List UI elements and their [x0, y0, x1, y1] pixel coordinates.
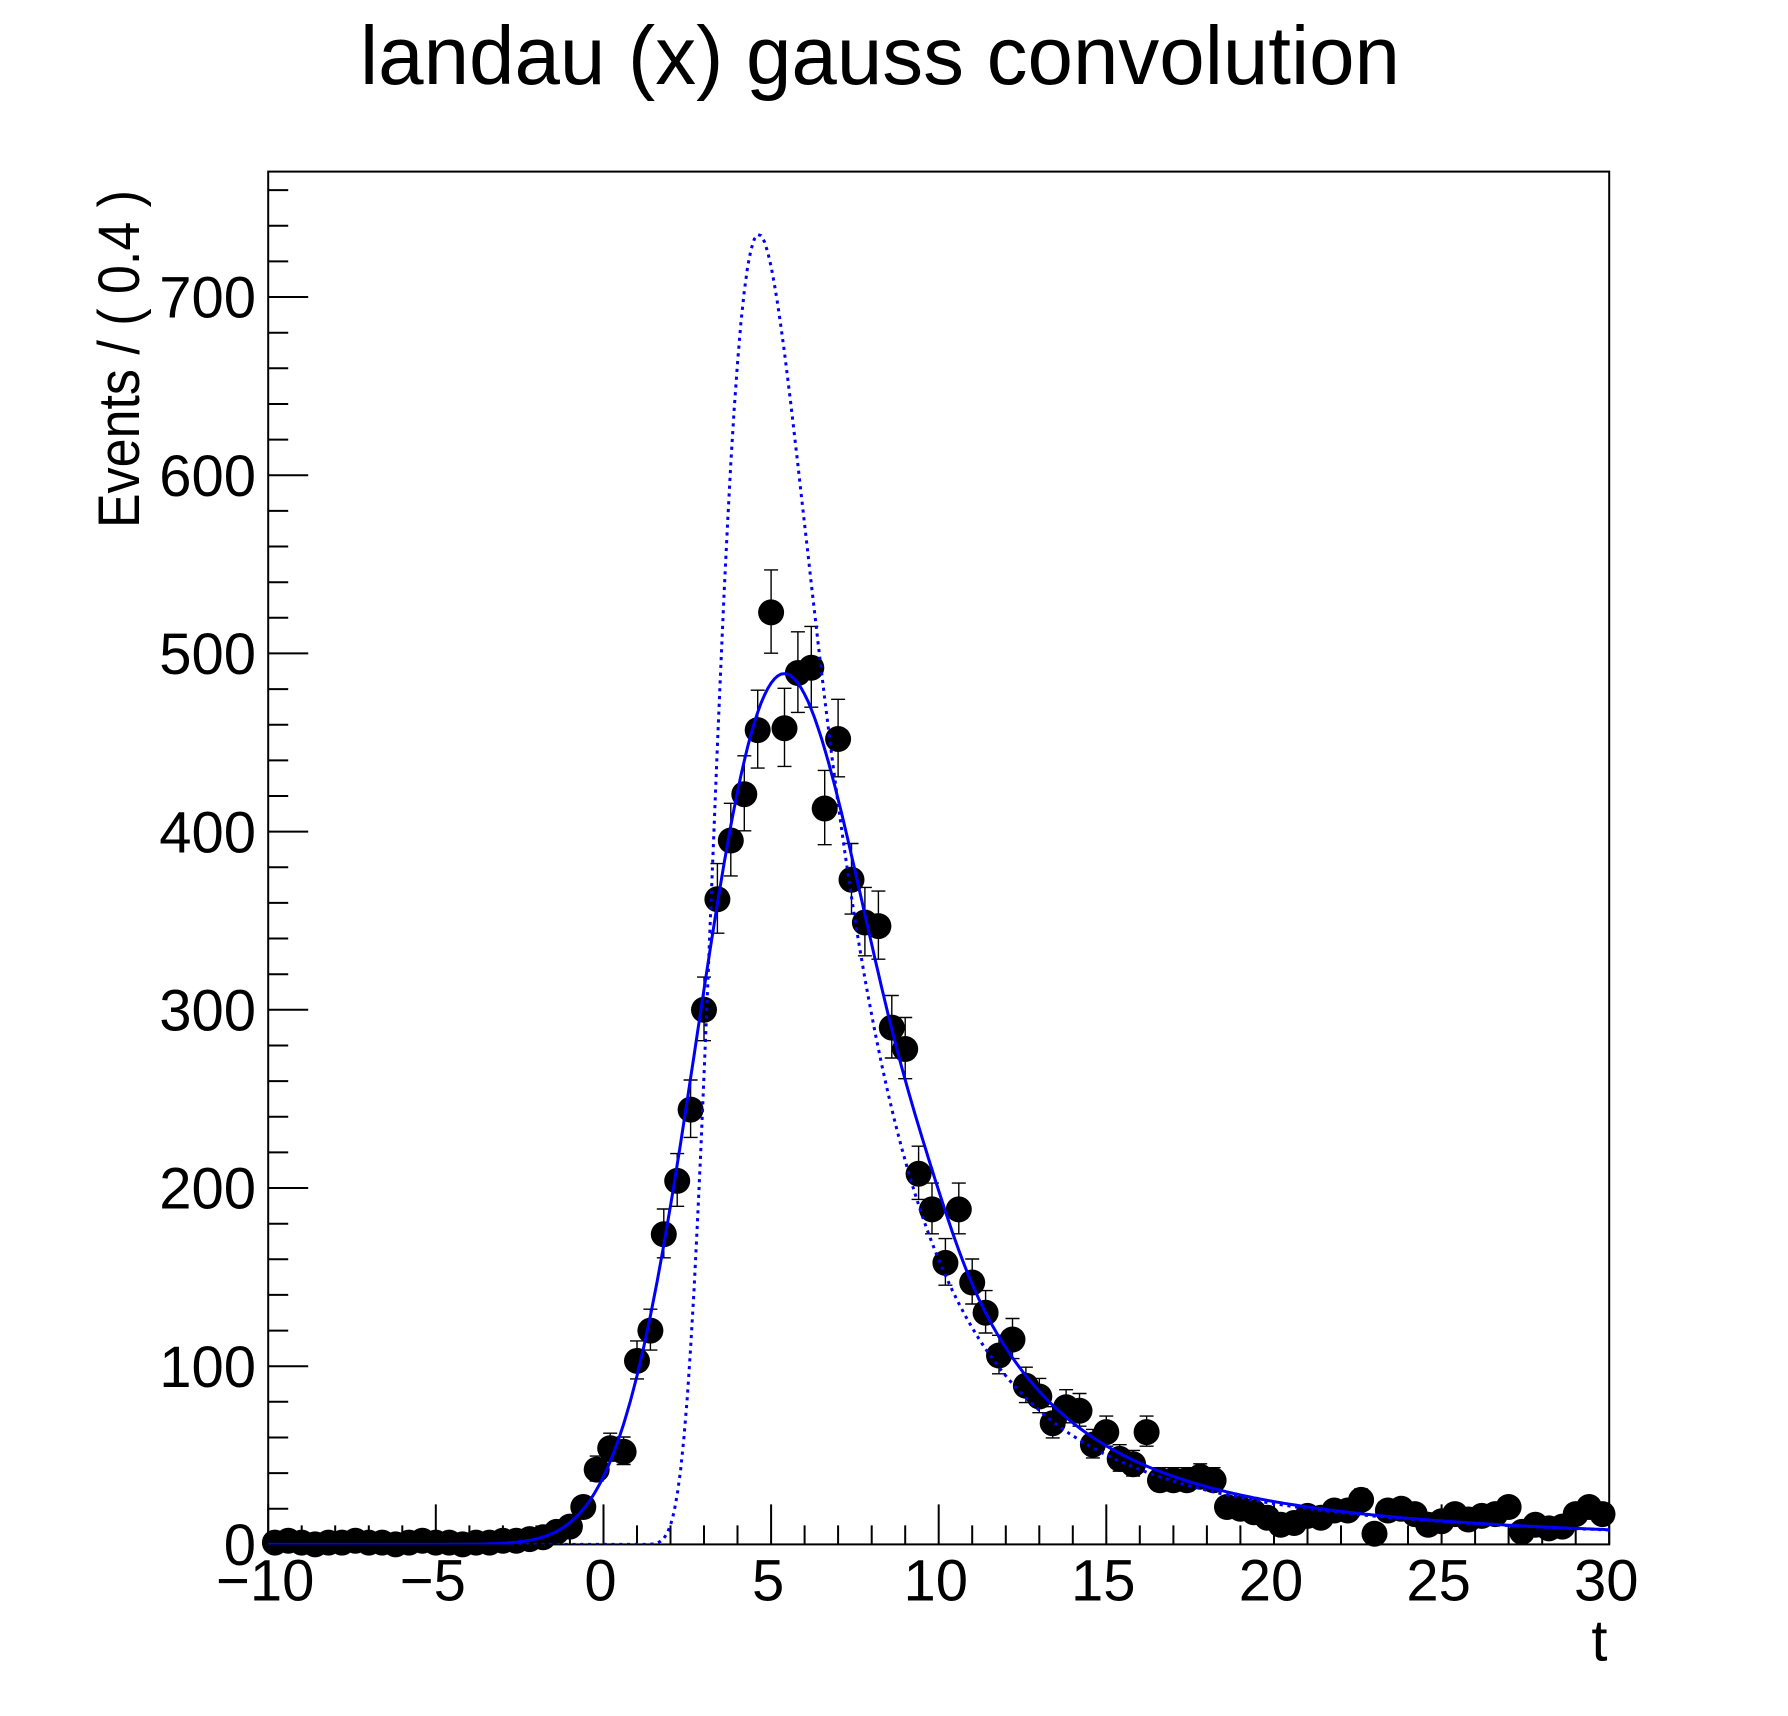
svg-text:t: t — [1591, 1609, 1607, 1674]
svg-text:20: 20 — [1239, 1549, 1304, 1614]
svg-text:25: 25 — [1406, 1549, 1471, 1614]
svg-text:700: 700 — [159, 266, 256, 331]
svg-text:30: 30 — [1574, 1549, 1639, 1614]
svg-text:−10: −10 — [216, 1549, 314, 1614]
svg-text:300: 300 — [159, 979, 256, 1044]
svg-text:10: 10 — [903, 1549, 968, 1614]
svg-text:15: 15 — [1071, 1549, 1136, 1614]
svg-text:landau (x) gauss convolution: landau (x) gauss convolution — [360, 9, 1400, 102]
svg-text:−5: −5 — [400, 1549, 466, 1614]
svg-text:0: 0 — [584, 1549, 616, 1614]
svg-text:5: 5 — [752, 1549, 784, 1614]
svg-text:100: 100 — [159, 1335, 256, 1400]
svg-text:0: 0 — [224, 1513, 256, 1578]
svg-text:Events / ( 0.4 ): Events / ( 0.4 ) — [87, 190, 152, 528]
svg-text:600: 600 — [159, 444, 256, 509]
svg-text:400: 400 — [159, 800, 256, 865]
svg-text:500: 500 — [159, 622, 256, 687]
svg-text:200: 200 — [159, 1157, 256, 1222]
